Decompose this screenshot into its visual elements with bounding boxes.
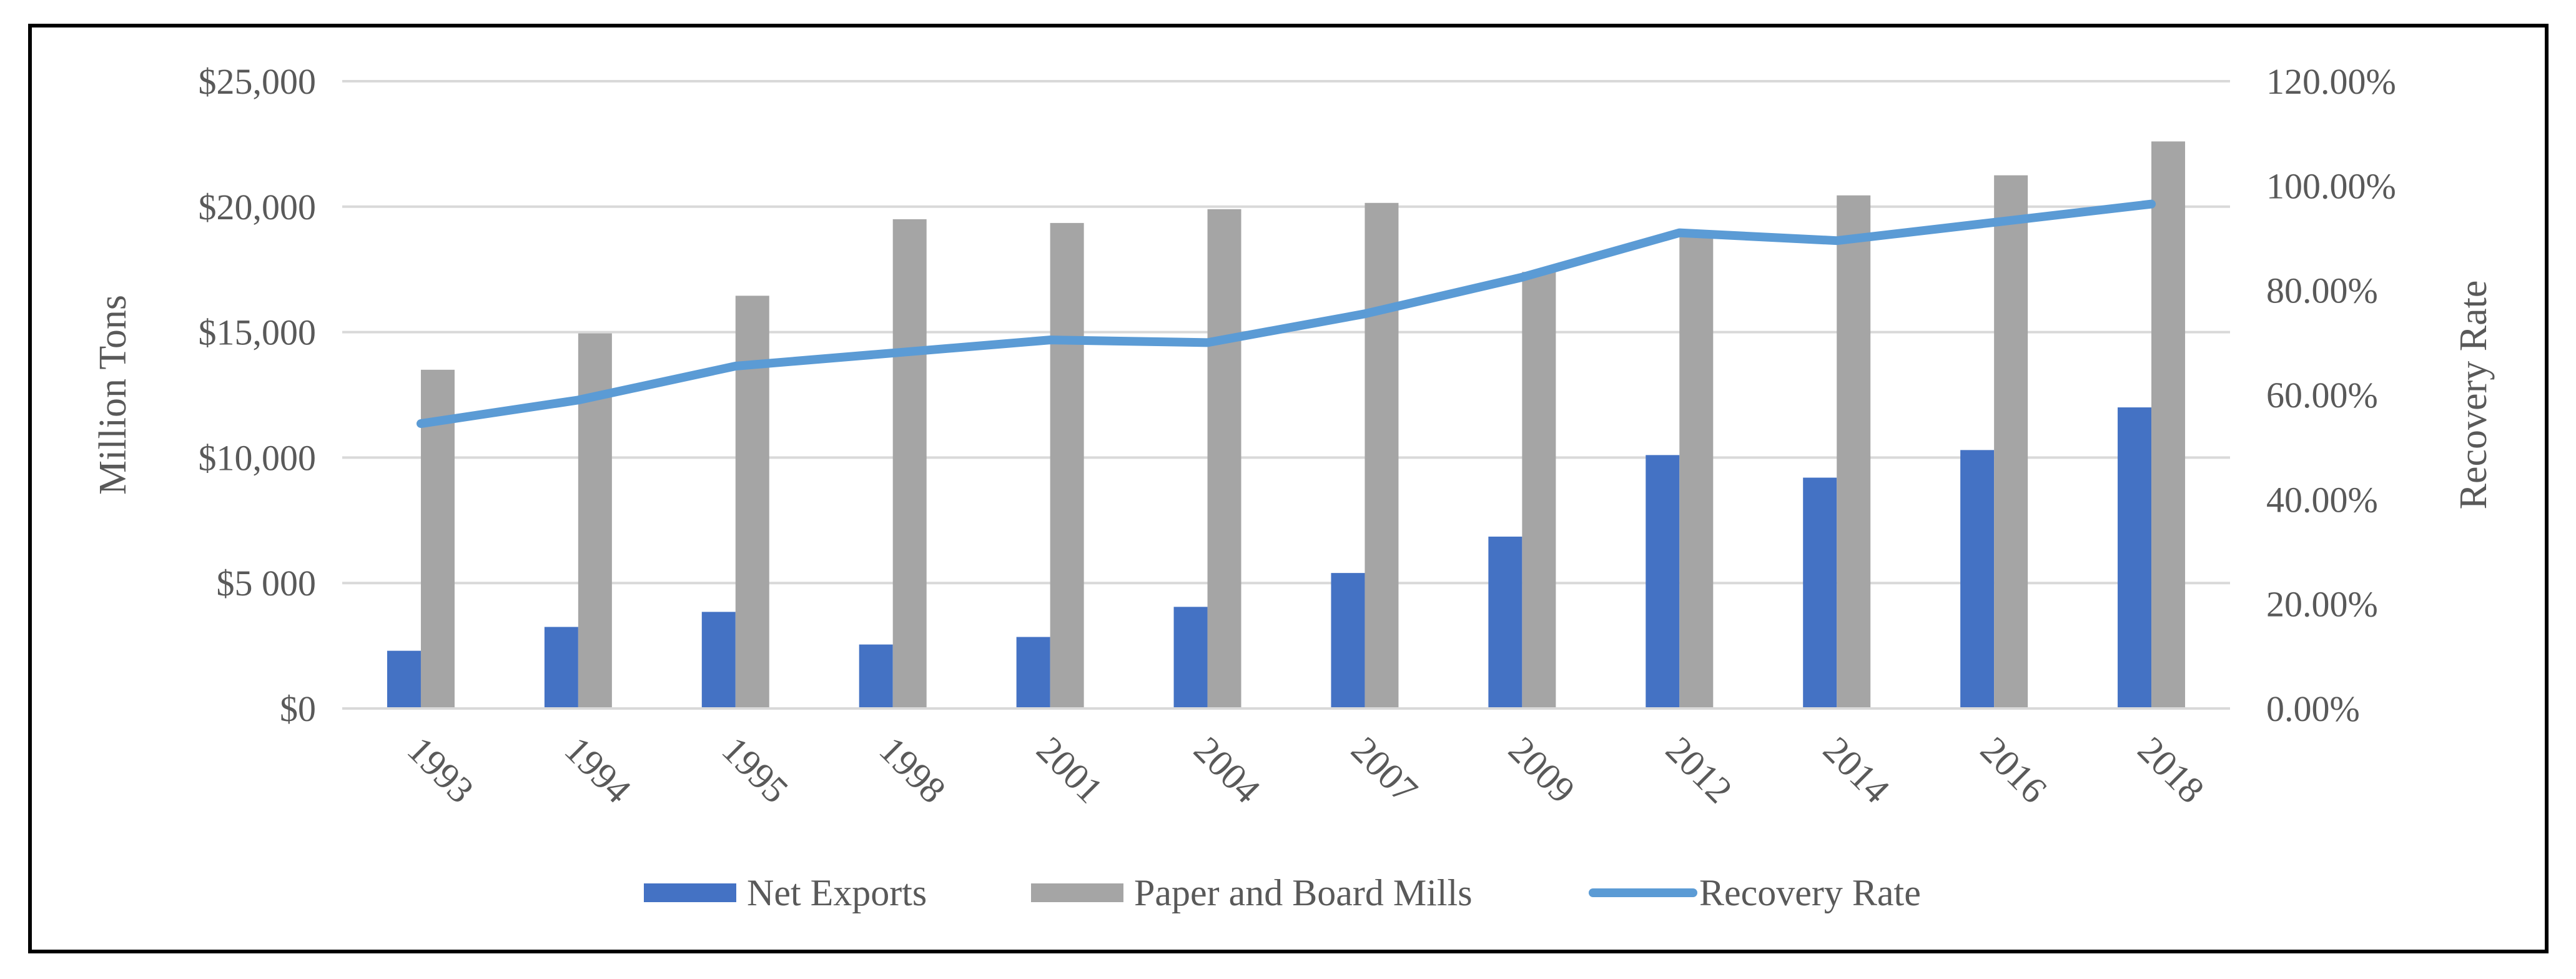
recovery-rate-point-1995 [734, 364, 737, 367]
bar-net-exports-1995 [701, 612, 736, 708]
recovery-rate-point-2018 [2150, 202, 2153, 206]
bar-net-exports-2007 [1331, 573, 1365, 708]
bar-paper-and-board-mills-2016 [1994, 175, 2028, 709]
y2-axis-title: Recovery Rate [2452, 281, 2495, 510]
bar-paper-and-board-mills-2012 [1679, 234, 1714, 708]
bar-paper-and-board-mills-2018 [2151, 141, 2186, 708]
bar-net-exports-1993 [387, 650, 421, 708]
y2-tick-label: 120.00% [2266, 61, 2396, 102]
bar-net-exports-2009 [1488, 536, 1522, 708]
y2-tick-label: 0.00% [2266, 688, 2360, 729]
recovery-rate-point-1998 [891, 352, 894, 355]
y2-tick-label: 100.00% [2266, 166, 2396, 206]
combo-chart: $0 $5 000 $10,000 $15,000 $20,000 $25,000 0.00… [92, 61, 2495, 913]
x-tick-label: 2001 [1029, 729, 1111, 812]
x-tick-label: 2016 [1973, 729, 2055, 812]
x-tick-label: 2018 [2130, 729, 2213, 812]
legend-label-paper-and-board-mills: Paper and Board Mills [1134, 872, 1473, 913]
recovery-rate-point-2014 [1835, 239, 1838, 242]
bar-net-exports-2004 [1173, 607, 1208, 708]
recovery-rate-point-1994 [576, 399, 580, 402]
x-tick-label: 1994 [557, 729, 639, 812]
y-tick-label: $0 [280, 688, 316, 729]
recovery-rate-line [416, 199, 2156, 429]
bar-net-exports-2012 [1646, 455, 1680, 708]
legend-swatch-net-exports [644, 883, 736, 902]
x-tick-label: 2007 [1343, 729, 1426, 812]
recovery-rate-point-2016 [1993, 221, 1996, 224]
legend-label-recovery-rate: Recovery Rate [1699, 872, 1921, 913]
bar-net-exports-1994 [544, 627, 578, 708]
x-tick-label: 1993 [400, 729, 482, 812]
x-tick-label: 1995 [714, 729, 797, 812]
recovery-rate-line-group [416, 199, 2156, 429]
recovery-rate-point-2001 [1049, 339, 1052, 342]
recovery-rate-point-2007 [1363, 312, 1366, 316]
bar-paper-and-board-mills-2001 [1050, 222, 1084, 708]
y2-tick-label: 40.00% [2266, 479, 2378, 520]
gridlines [342, 80, 2230, 710]
legend: Net Exports Paper and Board Mills Recove… [644, 872, 1921, 913]
y-tick-label: $20,000 [199, 187, 317, 227]
bar-net-exports-1998 [859, 644, 893, 708]
bar-net-exports-2018 [2118, 407, 2152, 708]
recovery-rate-point-1993 [419, 422, 422, 425]
x-tick-label: 1998 [872, 729, 954, 812]
y2-tick-label: 60.00% [2266, 375, 2378, 415]
x-tick-label: 2012 [1658, 729, 1740, 812]
x-tick-label: 2004 [1186, 729, 1268, 812]
chart-frame: $0 $5 000 $10,000 $15,000 $20,000 $25,000 0.00… [28, 24, 2549, 953]
bar-paper-and-board-mills-2004 [1207, 209, 1241, 708]
bar-paper-and-board-mills-1998 [892, 219, 927, 708]
recovery-rate-point-2009 [1521, 276, 1524, 279]
y-axis-title: Million Tons [92, 295, 134, 495]
y2-tick-label: 20.00% [2266, 584, 2378, 625]
bar-net-exports-2016 [1960, 450, 1995, 708]
bar-paper-and-board-mills-2009 [1522, 272, 1556, 708]
bar-net-exports-2001 [1016, 637, 1050, 708]
legend-label-net-exports: Net Exports [747, 872, 927, 913]
y-tick-label: $5 000 [217, 563, 317, 604]
x-tick-label: 2009 [1501, 729, 1583, 812]
bars [387, 141, 2186, 709]
bar-net-exports-2014 [1803, 477, 1837, 708]
bar-paper-and-board-mills-2007 [1364, 202, 1399, 708]
y2-tick-label: 80.00% [2266, 271, 2378, 311]
recovery-rate-point-2012 [1678, 231, 1681, 234]
y-tick-label: $15,000 [199, 312, 317, 353]
bar-paper-and-board-mills-2014 [1837, 195, 1871, 708]
x-tick-label: 2014 [1815, 729, 1898, 812]
y-tick-label: $10,000 [199, 437, 317, 478]
y-tick-label: $25,000 [199, 61, 317, 102]
legend-swatch-paper-and-board-mills [1031, 883, 1123, 902]
axes: $0 $5 000 $10,000 $15,000 $20,000 $25,000 0.00… [199, 61, 2396, 811]
recovery-rate-point-2004 [1206, 341, 1209, 344]
bar-paper-and-board-mills-1995 [735, 296, 769, 708]
